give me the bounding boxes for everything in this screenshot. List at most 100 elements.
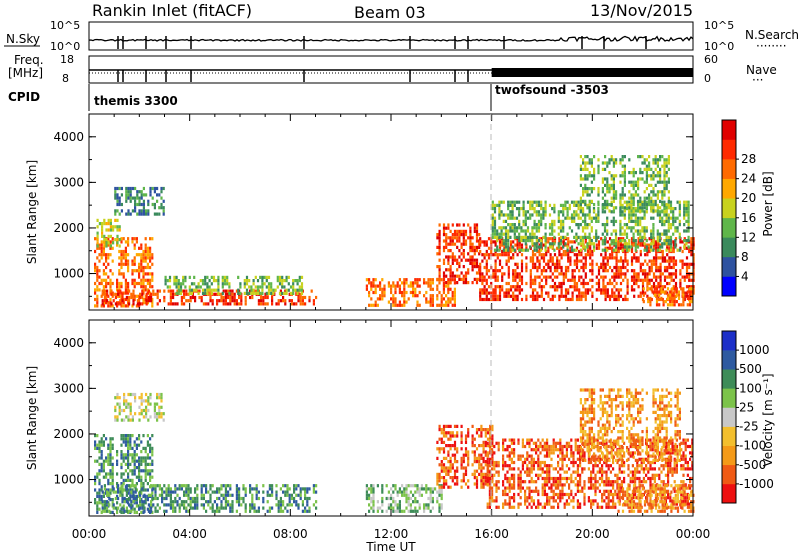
cpid-mode-2: twofsound -3503: [495, 83, 609, 97]
range-gate-cell: [492, 269, 495, 273]
range-gate-cell: [643, 229, 646, 233]
range-gate-cell: [138, 272, 141, 276]
range-gate-cell: [116, 482, 119, 486]
range-gate-cell: [469, 255, 472, 259]
range-gate-cell: [271, 295, 274, 300]
range-gate-cell: [606, 291, 609, 295]
range-gate-cell: [592, 242, 596, 246]
range-gate-cell: [370, 487, 373, 491]
range-gate-cell: [584, 155, 587, 159]
range-gate-cell: [165, 487, 168, 491]
range-gate-cell: [133, 510, 136, 514]
range-gate-cell: [535, 242, 538, 246]
range-gate-cell: [96, 244, 99, 248]
range-gate-cell: [685, 246, 689, 250]
range-gate-cell: [240, 496, 243, 501]
range-gate-cell: [255, 496, 258, 501]
range-gate-cell: [593, 171, 596, 175]
range-gate-cell: [634, 223, 637, 227]
range-gate-cell: [600, 291, 603, 295]
range-gate-cell: [526, 235, 530, 239]
range-gate-cell: [639, 249, 642, 254]
range-gate-cell: [131, 453, 134, 457]
range-gate-cell: [135, 494, 138, 498]
range-gate-cell: [447, 261, 450, 265]
range-gate-cell: [685, 242, 688, 246]
range-gate-cell: [394, 300, 397, 304]
range-gate-cell: [272, 288, 275, 292]
range-gate-cell: [124, 498, 127, 502]
range-gate-cell: [588, 239, 591, 243]
range-gate-cell: [149, 259, 152, 263]
range-gate-cell: [139, 490, 142, 494]
range-gate-cell: [207, 500, 210, 504]
range-gate-cell: [471, 472, 474, 476]
range-gate-cell: [288, 299, 291, 303]
range-gate-cell: [663, 187, 666, 191]
range-gate-cell: [628, 245, 631, 249]
range-gate-cell: [544, 242, 547, 246]
range-gate-cell: [673, 300, 676, 304]
range-gate-cell: [96, 278, 99, 282]
range-gate-cell: [392, 284, 395, 288]
range-gate-cell: [436, 284, 439, 288]
range-gate-cell: [438, 242, 441, 246]
range-gate-cell: [679, 281, 682, 286]
range-gate-cell: [505, 281, 508, 286]
range-gate-cell: [114, 408, 117, 413]
range-gate-cell: [183, 302, 186, 306]
range-gate-cell: [136, 202, 139, 207]
range-gate-cell: [154, 496, 157, 501]
range-gate-cell: [94, 478, 97, 482]
range-gate-cell: [425, 487, 428, 491]
range-gate-cell: [204, 279, 207, 283]
range-gate-cell: [678, 223, 681, 227]
range-gate-cell: [436, 440, 439, 444]
range-gate-cell: [531, 235, 534, 239]
range-gate-cell: [216, 509, 219, 513]
range-gate-cell: [531, 297, 535, 302]
range-gate-cell: [633, 278, 636, 282]
range-gate-cell: [588, 213, 591, 217]
range-gate-cell: [489, 428, 492, 432]
range-gate-cell: [479, 272, 482, 276]
range-gate-cell: [414, 500, 417, 504]
range-gate-cell: [184, 279, 187, 283]
range-gate-cell: [105, 472, 108, 476]
range-gate-cell: [672, 265, 675, 270]
range-gate-cell: [127, 243, 130, 247]
range-gate-cell: [262, 490, 265, 494]
range-gate-cell: [243, 279, 246, 283]
range-gate-cell: [429, 284, 432, 288]
range-gate-cell: [440, 460, 443, 464]
range-gate-cell: [119, 487, 122, 491]
range-gate-cell: [672, 223, 675, 227]
range-gate-cell: [392, 281, 395, 285]
range-gate-cell: [456, 434, 459, 438]
range-gate-cell: [453, 255, 457, 259]
range-gate-cell: [619, 158, 622, 162]
range-gate-cell: [140, 475, 143, 479]
range-gate-cell: [692, 256, 695, 260]
range-gate-cell: [672, 240, 675, 244]
range-gate-cell: [149, 478, 152, 482]
range-gate-cell: [289, 285, 293, 289]
range-gate-cell: [535, 248, 538, 252]
range-gate-cell: [121, 490, 124, 494]
range-gate-cell: [111, 498, 114, 502]
range-gate-cell: [586, 155, 589, 159]
range-gate-cell: [692, 288, 695, 292]
range-gate-cell: [537, 245, 541, 249]
range-gate-cell: [471, 281, 474, 285]
range-gate-cell: [481, 297, 484, 302]
range-gate-cell: [94, 291, 97, 295]
range-gate-cell: [133, 472, 136, 476]
range-gate-cell: [160, 206, 163, 210]
range-gate-cell: [146, 498, 149, 502]
range-gate-cell: [615, 256, 618, 260]
range-gate-cell: [669, 300, 672, 304]
range-gate-cell: [174, 490, 177, 494]
range-gate-cell: [578, 294, 581, 298]
range-gate-cell: [595, 213, 598, 217]
range-gate-cell: [122, 301, 125, 305]
